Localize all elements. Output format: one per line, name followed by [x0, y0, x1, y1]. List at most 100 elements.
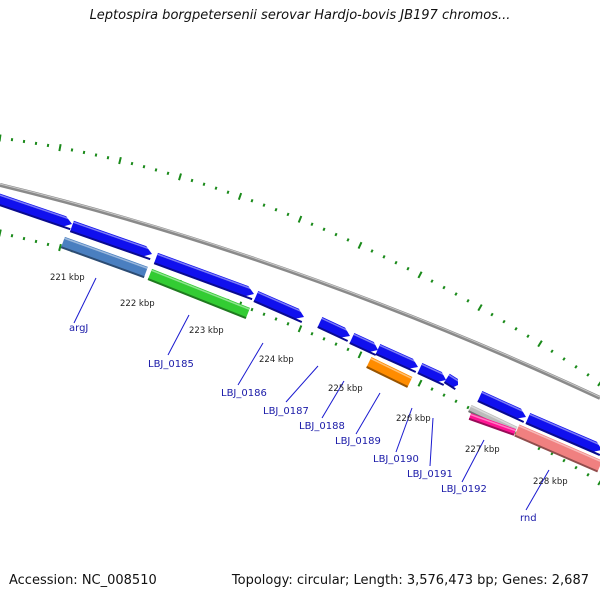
label-connector — [285, 365, 319, 403]
outer-tick — [466, 298, 470, 303]
outer-tick — [58, 144, 62, 152]
label-connector — [321, 380, 345, 419]
label-connector — [429, 417, 434, 467]
genome-summary-text: Topology: circular; Length: 3,576,473 bp… — [231, 573, 589, 588]
gene-LBJ-0185 — [147, 268, 251, 320]
outer-tick — [118, 156, 122, 165]
outer-tick — [357, 241, 363, 249]
gene-upper-shine — [257, 291, 306, 315]
inner-tick — [454, 399, 458, 404]
kbp-label: 221 kbp — [50, 273, 85, 283]
gene-upper-body — [525, 412, 600, 452]
outer-tick — [417, 271, 423, 279]
gene-label: LBJ_0187 — [263, 406, 309, 417]
gene-argJ-shine — [64, 237, 148, 269]
gene-upper-shine — [73, 221, 154, 251]
kbp-label: 226 kbp — [396, 414, 431, 424]
outer-tick-marks — [0, 134, 600, 387]
gene-LBJ-0192-shine — [470, 413, 516, 432]
outer-tick — [237, 192, 243, 201]
gene-upper-shine — [157, 253, 256, 291]
kbp-label: 224 kbp — [259, 355, 294, 365]
gene-upper — [525, 412, 600, 456]
inner-tick — [250, 307, 254, 312]
gene-rnd-body — [514, 424, 600, 472]
outer-tick — [82, 150, 86, 155]
map-title: Leptospira borgpetersenii serovar Hardjo… — [89, 8, 511, 23]
outer-tick — [370, 249, 374, 253]
gene-upper-shine — [321, 317, 353, 334]
gene-upper — [69, 220, 154, 261]
gene-LBJ-0189-edge — [366, 366, 409, 388]
outer-tick — [106, 156, 110, 160]
gene-label: LBJ_0191 — [407, 469, 453, 480]
label-connector — [355, 392, 381, 435]
gene-LBJ-0185-edge — [147, 278, 247, 320]
gene-rnd-edge — [514, 434, 599, 473]
gene-upper-edge — [0, 204, 71, 231]
label-connector — [73, 277, 97, 324]
kbp-label: 225 kbp — [328, 384, 363, 394]
outer-tick — [490, 312, 494, 317]
outer-tick — [454, 292, 458, 296]
outer-tick — [477, 304, 483, 312]
outer-tick — [46, 143, 50, 148]
outer-tick — [70, 148, 74, 152]
accession-text: Accession: NC_008510 — [9, 573, 157, 588]
inner-tick — [430, 387, 434, 391]
inner-tick — [466, 405, 470, 410]
inner-tick — [334, 342, 338, 346]
gene-upper-body — [417, 363, 446, 382]
gene-upper-body — [70, 220, 152, 257]
kbp-label: 223 kbp — [189, 326, 224, 336]
gene-LBJ-0192-body — [468, 413, 517, 435]
outer-tick — [586, 373, 590, 377]
inner-tick — [46, 242, 50, 247]
outer-tick — [310, 222, 314, 226]
inner-tick — [262, 312, 266, 316]
inner-tick — [597, 480, 600, 486]
gene-rnd — [514, 424, 600, 473]
gene-grey-shine — [470, 405, 518, 429]
gene-argJ-edge — [60, 246, 145, 279]
gene-upper-edge — [349, 342, 377, 356]
kbp-label: 228 kbp — [533, 477, 568, 487]
inner-tick — [286, 322, 290, 326]
gene-upper-body — [0, 193, 72, 227]
inner-tick — [297, 325, 303, 333]
gene-upper-shine — [379, 344, 420, 365]
gene-upper — [153, 252, 256, 301]
outer-tick — [250, 198, 254, 203]
gene-label: LBJ_0190 — [373, 454, 419, 465]
gene-upper-shine — [481, 391, 528, 415]
gene-upper-body — [317, 317, 350, 338]
outer-tick — [94, 153, 98, 157]
gene-label: LBJ_0192 — [441, 484, 487, 495]
outer-tick — [382, 254, 386, 259]
outer-tick — [502, 319, 506, 324]
inner-tick — [417, 379, 423, 387]
outer-tick — [514, 327, 518, 331]
label-connector — [525, 469, 550, 511]
outer-tick — [562, 357, 566, 361]
gene-upper-edge — [375, 353, 417, 373]
inner-tick — [357, 351, 363, 359]
gene-upper — [375, 343, 420, 373]
gene-upper-body — [375, 343, 418, 369]
gene-upper — [477, 390, 528, 423]
gene-upper — [443, 373, 461, 391]
gene-LBJ-0192-edge — [468, 417, 515, 436]
inner-tick — [58, 243, 62, 252]
outer-tick — [550, 349, 554, 354]
outer-tick — [346, 238, 350, 242]
inner-tick — [310, 332, 314, 336]
outer-tick — [442, 285, 446, 290]
gene-label: LBJ_0185 — [148, 359, 194, 370]
outer-tick — [322, 227, 326, 232]
gene-label: argJ — [69, 323, 88, 334]
inner-tick — [0, 229, 2, 237]
gene-features — [0, 193, 600, 473]
outer-tick — [274, 207, 278, 212]
gene-upper-shine — [529, 413, 600, 446]
inner-tick — [322, 337, 326, 341]
